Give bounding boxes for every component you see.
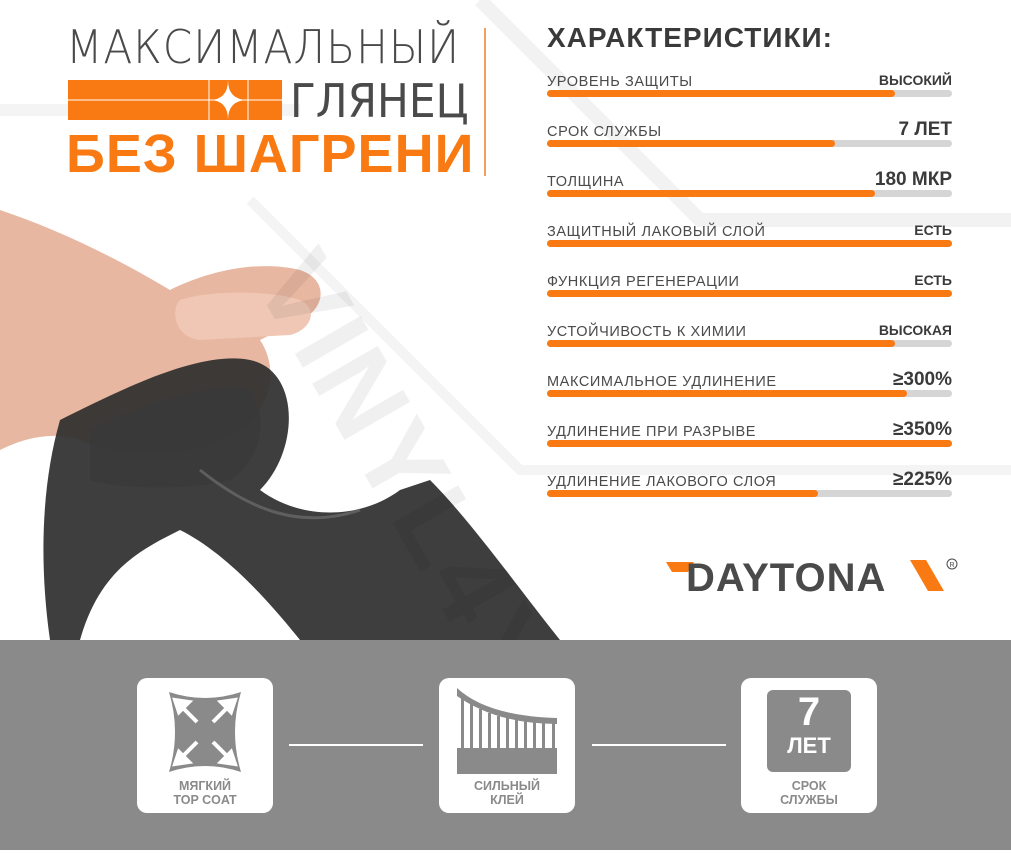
hand-stretching-film-image xyxy=(0,210,560,640)
level-bar-track xyxy=(547,190,952,197)
headline-line3: БЕЗ ШАГРЕНИ xyxy=(66,124,475,184)
characteristic-row: ТОЛЩИНА 180 МКР xyxy=(547,169,952,204)
level-bar-fill xyxy=(547,340,896,347)
level-bar-track xyxy=(547,440,952,447)
registered-mark: R xyxy=(950,562,955,569)
level-bar-track xyxy=(547,90,952,97)
characteristic-row: УСТОЙЧИВОСТЬ К ХИМИИ ВЫСОКАЯ xyxy=(547,322,952,354)
characteristic-value: 7 ЛЕТ xyxy=(898,119,952,140)
characteristic-row: ФУНКЦИЯ РЕГЕНЕРАЦИИ ЕСТЬ xyxy=(547,272,952,304)
headline-line2: ГЛЯНЕЦ xyxy=(290,74,469,128)
level-bar-fill xyxy=(547,90,896,97)
characteristic-label: ФУНКЦИЯ РЕГЕНЕРАЦИИ xyxy=(547,274,740,290)
stretch-arrows-icon xyxy=(169,692,241,772)
characteristic-label: ЗАЩИТНЫЙ ЛАКОВЫЙ СЛОЙ xyxy=(547,224,766,240)
level-bar-fill xyxy=(547,490,819,497)
level-bar-track xyxy=(547,390,952,397)
divider xyxy=(484,28,486,176)
seven-years-icon: 7 ЛЕТ xyxy=(767,690,851,772)
characteristic-value: ВЫСОКИЙ xyxy=(878,72,952,88)
feature-caption: МЯГКИЙ TOP COAT xyxy=(173,779,237,807)
characteristic-value: ЕСТЬ xyxy=(914,272,952,288)
characteristic-value: ≥300% xyxy=(892,369,952,390)
orange-ornament-bar xyxy=(68,80,282,120)
level-bar-fill xyxy=(547,390,908,397)
feature-caption: СРОК СЛУЖБЫ xyxy=(780,779,838,807)
connector-line xyxy=(289,744,423,746)
feature-caption: СИЛЬНЫЙ КЛЕЙ xyxy=(473,779,540,807)
characteristics-title: ХАРАКТЕРИСТИКИ: xyxy=(547,22,833,53)
characteristic-row: ЗАЩИТНЫЙ ЛАКОВЫЙ СЛОЙ ЕСТЬ xyxy=(547,222,952,254)
characteristic-label: УРОВЕНЬ ЗАЩИТЫ xyxy=(547,74,693,90)
level-bar-track xyxy=(547,290,952,297)
level-bar-track xyxy=(547,490,952,497)
characteristic-label: ТОЛЩИНА xyxy=(547,174,625,190)
characteristic-row: СРОК СЛУЖБЫ 7 ЛЕТ xyxy=(547,119,952,154)
daytona-logo: DAYTONA R xyxy=(666,556,958,596)
level-bar-fill xyxy=(547,190,876,197)
level-bar-fill xyxy=(547,140,835,147)
level-bar-fill xyxy=(547,240,952,247)
characteristic-label: УДЛИНЕНИЕ ПРИ РАЗРЫВЕ xyxy=(547,424,757,440)
characteristic-label: УСТОЙЧИВОСТЬ К ХИМИИ xyxy=(547,324,747,340)
level-bar-fill xyxy=(547,440,952,447)
brand-name: DAYTONA xyxy=(686,556,886,596)
characteristic-row: МАКСИМАЛЬНОЕ УДЛИНЕНИЕ ≥300% xyxy=(547,369,952,404)
feature-card-strong-adhesive: СИЛЬНЫЙ КЛЕЙ xyxy=(439,678,575,813)
level-bar-fill xyxy=(547,290,952,297)
characteristic-row: УДЛИНЕНИЕ ПРИ РАЗРЫВЕ ≥350% xyxy=(547,419,952,454)
characteristic-value: ≥225% xyxy=(892,469,952,490)
characteristic-label: МАКСИМАЛЬНОЕ УДЛИНЕНИЕ xyxy=(547,374,777,390)
feature-card-service-life: 7 ЛЕТ СРОК СЛУЖБЫ xyxy=(741,678,877,813)
connector-line xyxy=(592,744,726,746)
level-bar-track xyxy=(547,140,952,147)
adhesive-icon xyxy=(457,688,557,774)
characteristic-value: ≥350% xyxy=(892,419,952,440)
characteristic-value: ВЫСОКАЯ xyxy=(878,322,952,338)
level-bar-track xyxy=(547,240,952,247)
characteristic-value: 180 МКР xyxy=(874,169,952,190)
characteristic-value: ЕСТЬ xyxy=(914,222,952,238)
headline-line1: МАКСИМАЛЬНЫЙ xyxy=(66,20,460,74)
characteristic-row: УДЛИНЕНИЕ ЛАКОВОГО СЛОЯ ≥225% xyxy=(547,469,952,504)
level-bar-track xyxy=(547,340,952,347)
characteristic-row: УРОВЕНЬ ЗАЩИТЫ ВЫСОКИЙ xyxy=(547,72,952,104)
characteristic-label: СРОК СЛУЖБЫ xyxy=(547,124,662,140)
feature-card-soft-top-coat: МЯГКИЙ TOP COAT xyxy=(137,678,273,813)
characteristic-label: УДЛИНЕНИЕ ЛАКОВОГО СЛОЯ xyxy=(547,474,777,490)
